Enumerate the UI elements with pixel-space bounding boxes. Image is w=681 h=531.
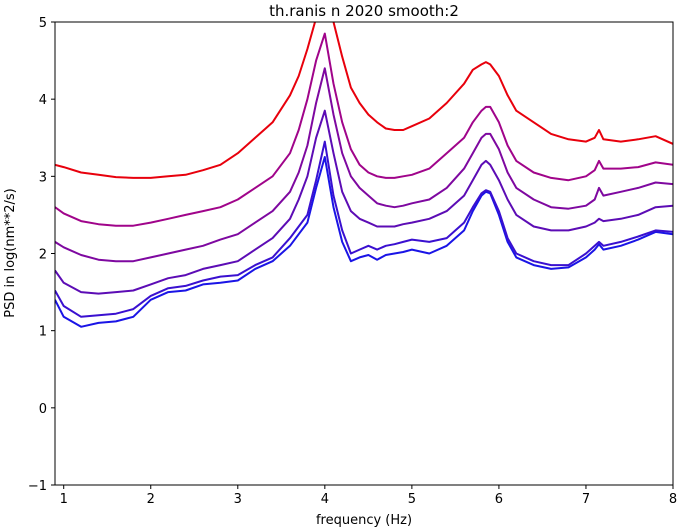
- series-line-2: [55, 140, 673, 318]
- x-tick-label: 1: [60, 492, 68, 507]
- series-layer: [55, 22, 673, 328]
- y-tick-label: 3: [39, 170, 47, 185]
- plot-frame: [54, 21, 674, 486]
- y-axis-label: PSD in log(nm**2/s): [3, 188, 18, 318]
- y-tick-label: 0: [39, 402, 47, 417]
- chart-title: th.ranis n 2020 smooth:2: [269, 2, 459, 20]
- series-line-1: [55, 156, 673, 328]
- series-line-5: [55, 32, 673, 227]
- series-line-4: [55, 67, 673, 263]
- x-tick-label: 2: [147, 492, 155, 507]
- series-line-6: [55, 22, 673, 179]
- y-tick-label: 1: [39, 325, 47, 340]
- y-tick-label: −1: [28, 479, 47, 494]
- x-axis: 1 2 3 4 5 6 7 8: [60, 485, 677, 507]
- x-tick-label: 7: [582, 492, 590, 507]
- series-line-3: [55, 109, 673, 295]
- x-tick-label: 3: [234, 492, 242, 507]
- x-axis-label: frequency (Hz): [316, 513, 412, 528]
- y-axis: −1 0 1 2 3 4 5: [28, 16, 55, 494]
- y-tick-label: 2: [39, 248, 47, 263]
- x-tick-label: 4: [321, 492, 329, 507]
- x-tick-label: 6: [495, 492, 503, 507]
- y-tick-label: 5: [39, 16, 47, 31]
- x-tick-label: 5: [408, 492, 416, 507]
- y-tick-label: 4: [39, 93, 47, 108]
- x-tick-label: 8: [669, 492, 677, 507]
